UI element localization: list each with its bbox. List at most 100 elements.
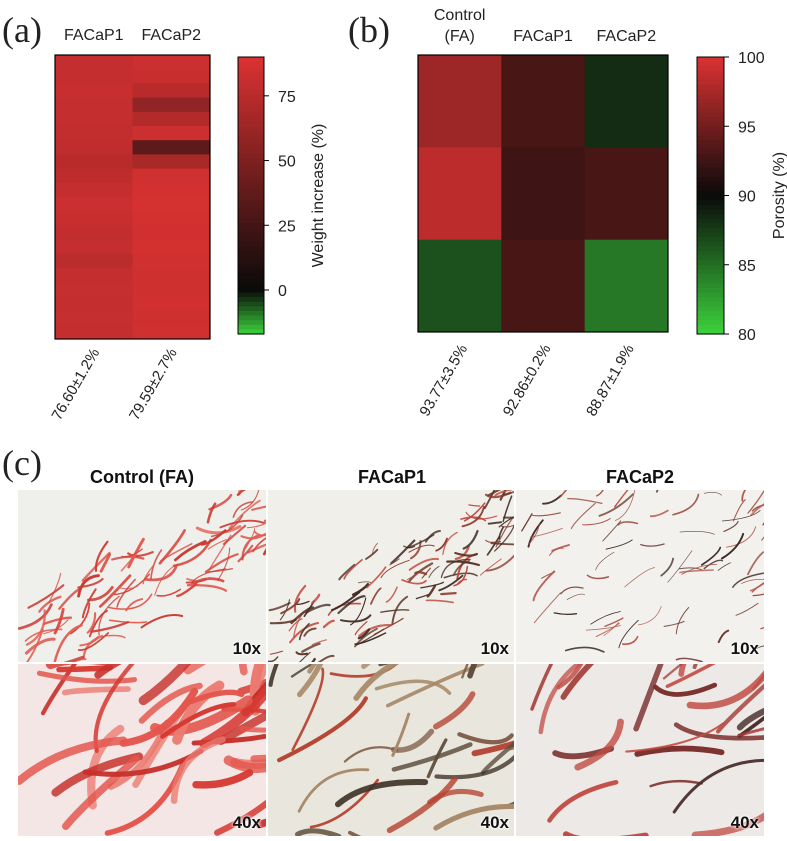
tissue-fiber [195, 525, 242, 535]
tissue-fiber [206, 568, 234, 573]
heatmap-a-cell [55, 111, 133, 127]
colorbar-b-segment [697, 126, 724, 132]
colorbar-b-segment [697, 264, 724, 270]
tissue-fiber [761, 536, 764, 541]
heatmap-a-cell [55, 140, 133, 155]
tissue-fiber [291, 667, 325, 751]
colorbar-a-segment [238, 213, 264, 220]
tissue-fiber [190, 568, 227, 584]
tissue-fiber [118, 585, 139, 590]
tissue-fiber [311, 639, 327, 646]
tissue-fiber [70, 602, 91, 635]
colorbar-b-segment [697, 324, 724, 330]
tissue-fiber [252, 664, 266, 690]
tissue-fiber [61, 686, 131, 696]
tissue-fiber [24, 637, 56, 655]
tissue-fiber [77, 632, 110, 651]
tissue-fiber [217, 547, 231, 580]
colorbar-a-segment [238, 158, 264, 164]
tissue-fiber [160, 543, 193, 562]
tissue-fiber [494, 490, 514, 497]
tissue-fiber [614, 490, 629, 508]
tissue-fiber [638, 606, 662, 626]
tissue-fiber [467, 664, 478, 679]
tissue-fiber [27, 584, 65, 609]
tissue-fiber [462, 529, 479, 550]
colorbar-a-segment [238, 329, 264, 335]
colorbar-a-segment [238, 195, 264, 201]
tissue-fiber [564, 646, 605, 653]
colorbar-a-segment [238, 75, 264, 81]
colorbar-b-tick-label: 100 [738, 50, 765, 67]
tissue-fiber [176, 582, 198, 598]
tissue-fiber [717, 629, 730, 644]
colorbar-b-segment [697, 223, 724, 229]
heatmap-b-cell [584, 147, 669, 241]
colorbar-b-segment [697, 167, 724, 174]
colorbar-a-segment [238, 269, 264, 275]
colorbar-a-segment [238, 80, 264, 86]
heatmap-a-cell [55, 55, 133, 70]
colorbar-b-segment [697, 153, 724, 160]
heatmap-b-summary-label: 92.86±0.2% [500, 342, 555, 420]
colorbar-a-tick-label: 75 [278, 89, 296, 106]
colorbar-b-segment [697, 232, 724, 238]
heatmap-a-cell [55, 225, 133, 241]
micrograph-control-10x: 10x [18, 490, 266, 662]
heatmap-a-cell [55, 324, 133, 340]
tissue-fiber [595, 622, 620, 638]
colorbar-b-segment [697, 241, 724, 247]
colorbar-a-segment [238, 144, 264, 150]
tissue-fiber [665, 664, 716, 688]
colorbar-a-segment [238, 153, 264, 160]
tissue-fiber [428, 565, 440, 578]
tissue-fiber [487, 490, 502, 497]
colorbar-b-segment [697, 181, 724, 187]
tissue-fiber [338, 563, 356, 581]
tissue-fiber [38, 595, 62, 613]
tissue-fiber [214, 799, 266, 836]
tissue-fiber [672, 758, 764, 814]
colorbar-b-segment [697, 70, 724, 77]
colorbar-a-segment [238, 107, 264, 113]
tissue-fiber [678, 664, 687, 677]
tissue-fiber [751, 504, 764, 512]
tissue-fiber [25, 609, 46, 646]
heatmap-a-cell [132, 253, 211, 269]
tissue-fiber [26, 628, 44, 662]
colorbar-b-segment [697, 213, 724, 220]
tissue-fiber [605, 539, 633, 550]
colorbar-a-segment [238, 149, 264, 155]
tissue-fiber [617, 521, 639, 526]
colorbar-b-segment [697, 292, 724, 298]
colorbar-b-segment [697, 66, 724, 72]
colorbar-b-segment [697, 250, 724, 257]
tissue-fiber [633, 664, 664, 732]
heatmap-b-cell [501, 239, 586, 333]
tissue-fiber [357, 628, 371, 640]
heatmap-a-cell [55, 253, 133, 269]
tissue-fiber [138, 664, 192, 706]
colorbar-a-segment [238, 57, 264, 63]
heatmap-b-column-label: FACaP1 [513, 28, 573, 45]
heatmap-a-cell [55, 182, 133, 198]
colorbar-b-segment [697, 130, 724, 137]
tissue-fiber [433, 803, 514, 831]
tissue-fiber [206, 502, 217, 524]
tissue-fiber [408, 557, 439, 571]
colorbar-b-tick-label: 80 [738, 327, 756, 344]
heatmap-a-cell [132, 182, 211, 198]
tissue-fiber [374, 679, 452, 695]
tissue-fiber [420, 581, 445, 589]
heatmap-a-summary-label: 76.60±1.2% [49, 346, 104, 424]
colorbar-b-segment [697, 177, 724, 183]
colorbar-a-label: Weight increase (%) [310, 124, 327, 268]
tissue-fiber [237, 490, 242, 496]
tissue-fiber [290, 606, 315, 625]
tissue-texture [18, 664, 266, 836]
tissue-fiber [208, 534, 232, 571]
tissue-fiber [618, 619, 639, 649]
heatmap-b-cell [584, 55, 669, 148]
tissue-fiber [390, 539, 416, 565]
tissue-fiber [127, 537, 145, 569]
